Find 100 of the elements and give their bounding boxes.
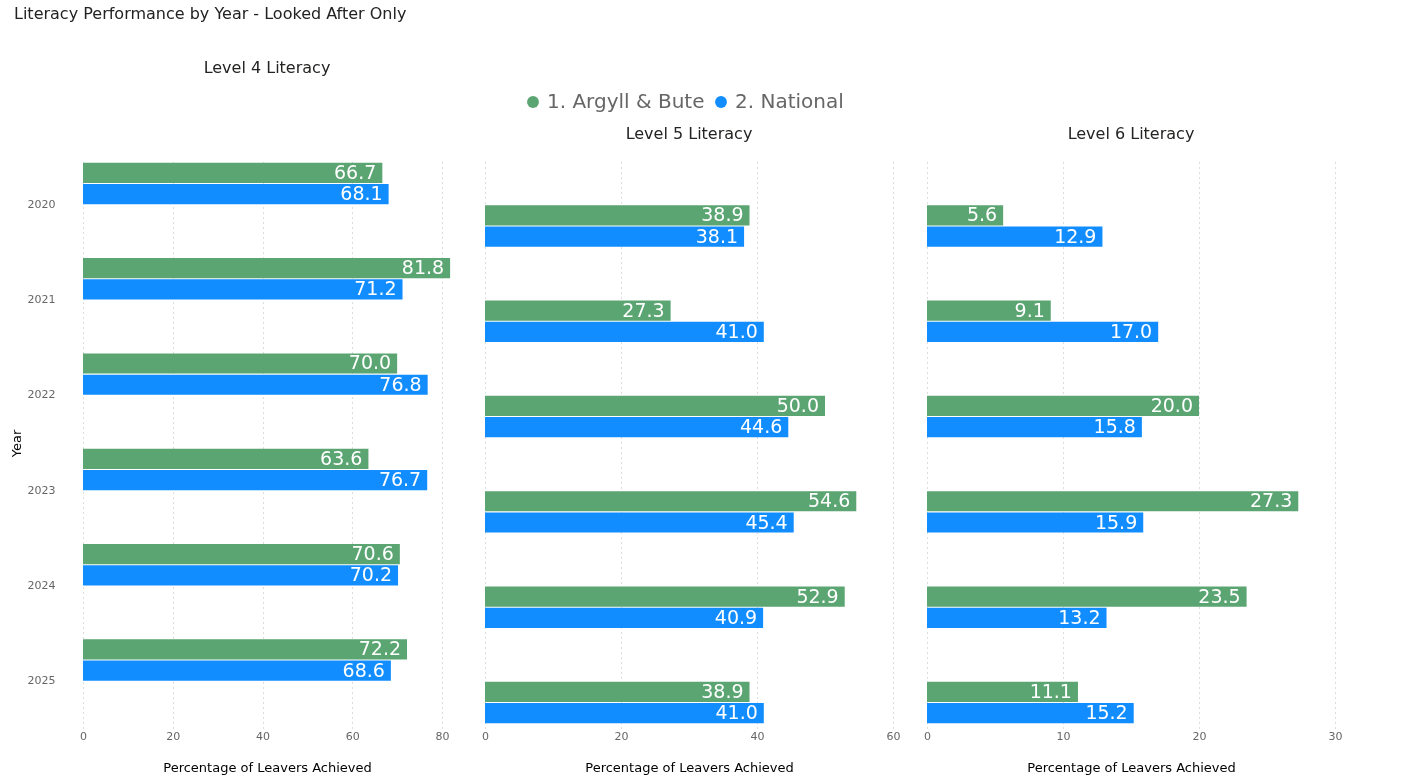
data-label: 41.0	[715, 701, 758, 724]
data-label: 15.8	[1093, 415, 1136, 438]
bar	[485, 512, 794, 533]
bar	[83, 279, 403, 300]
bar	[927, 607, 1107, 628]
x-tick-label: 20	[1192, 729, 1207, 743]
data-label: 44.6	[739, 415, 783, 438]
x-tick-label: 40	[256, 729, 271, 743]
x-axis-title: Percentage of Leavers Achieved	[163, 759, 372, 775]
y-tick-label: 2022	[27, 388, 56, 402]
y-tick-label: 2021	[27, 293, 56, 307]
text: Literacy Performance by Year - Looked After Only	[14, 4, 408, 23]
data-label: 81.8	[401, 256, 445, 279]
data-label: 68.1	[340, 182, 383, 205]
bar	[927, 226, 1103, 247]
y-tick-label: 2024	[27, 578, 56, 592]
bar	[83, 565, 399, 586]
data-label: 70.6	[351, 542, 394, 565]
bar	[927, 681, 1078, 702]
chart-title: Level 5 Literacy	[625, 124, 753, 143]
data-label: 38.9	[701, 679, 744, 702]
data-label: 15.9	[1094, 510, 1138, 533]
bar	[83, 544, 400, 565]
x-tick-label: 0	[482, 729, 489, 743]
data-label: 63.6	[320, 446, 363, 469]
bar	[83, 374, 428, 395]
data-label: 38.1	[695, 224, 739, 247]
bar	[927, 417, 1142, 438]
bar	[485, 205, 750, 226]
bar	[485, 586, 845, 607]
bar	[83, 660, 391, 681]
bar	[485, 395, 825, 417]
data-label: 38.9	[701, 203, 744, 226]
data-label: 9.1	[1014, 298, 1045, 321]
chart-title: Level 6 Literacy	[1067, 124, 1195, 143]
bar	[927, 321, 1159, 342]
x-tick-label: 0	[924, 729, 931, 743]
data-label: 23.5	[1198, 584, 1241, 607]
bar	[83, 448, 369, 469]
bar	[83, 353, 398, 374]
bar	[485, 681, 750, 702]
data-label: 72.2	[358, 637, 402, 660]
bar	[485, 491, 857, 512]
x-tick-label: 20	[614, 729, 629, 743]
chart-title: Level 4 Literacy	[203, 58, 331, 77]
y-tick-label: 2020	[27, 197, 56, 211]
legend-label: 1. Argyll & Bute	[547, 89, 705, 113]
data-label: 12.9	[1054, 224, 1097, 247]
x-tick-label: 60	[886, 729, 901, 743]
data-label: 68.6	[342, 658, 385, 681]
data-label: 17.0	[1109, 319, 1153, 342]
x-tick-label: 80	[435, 729, 450, 743]
bar	[83, 469, 428, 491]
data-label: 50.0	[776, 393, 819, 416]
data-label: 27.3	[1249, 489, 1293, 512]
bar	[485, 417, 789, 438]
bar	[485, 703, 764, 724]
bar	[485, 321, 764, 342]
x-tick-label: 30	[1328, 729, 1343, 743]
data-label: 52.9	[796, 584, 839, 607]
data-label: 5.6	[966, 203, 998, 226]
x-tick-label: 10	[1056, 729, 1071, 743]
data-label: 66.7	[334, 160, 377, 183]
data-label: 13.2	[1058, 605, 1101, 628]
data-label: 15.2	[1085, 701, 1128, 724]
x-tick-label: 0	[80, 729, 87, 743]
legend-label: 2. National	[735, 89, 844, 113]
bar	[83, 184, 389, 205]
data-label: 76.8	[379, 372, 422, 395]
bar	[927, 300, 1051, 321]
data-label: 70.0	[348, 351, 392, 374]
x-tick-label: 40	[750, 729, 765, 743]
x-axis-title: Percentage of Leavers Achieved	[585, 759, 794, 775]
data-label: 11.1	[1029, 679, 1072, 702]
data-label: 71.2	[354, 277, 397, 300]
y-tick-label: 2025	[27, 674, 56, 688]
bar	[83, 258, 451, 279]
x-tick-label: 60	[345, 729, 360, 743]
data-label: 27.3	[622, 298, 665, 321]
data-label: 76.7	[378, 468, 422, 491]
bar	[927, 395, 1199, 417]
bar	[83, 639, 408, 660]
data-label: 70.2	[349, 563, 393, 586]
y-axis-title: Year	[8, 429, 24, 459]
bar	[485, 226, 745, 247]
data-label: 45.4	[745, 510, 788, 533]
data-label: 54.6	[807, 489, 851, 512]
data-label: 41.0	[715, 319, 758, 342]
bar	[485, 300, 671, 321]
data-label: 40.9	[714, 605, 758, 628]
data-label: 20.0	[1150, 393, 1193, 416]
y-tick-label: 2023	[27, 483, 56, 497]
x-tick-label: 20	[166, 729, 181, 743]
bar	[927, 512, 1144, 533]
bar	[927, 586, 1247, 607]
x-axis-title: Percentage of Leavers Achieved	[1027, 759, 1236, 775]
bar	[927, 491, 1299, 512]
bar	[83, 162, 383, 183]
bar	[927, 703, 1134, 724]
bar	[485, 607, 764, 628]
